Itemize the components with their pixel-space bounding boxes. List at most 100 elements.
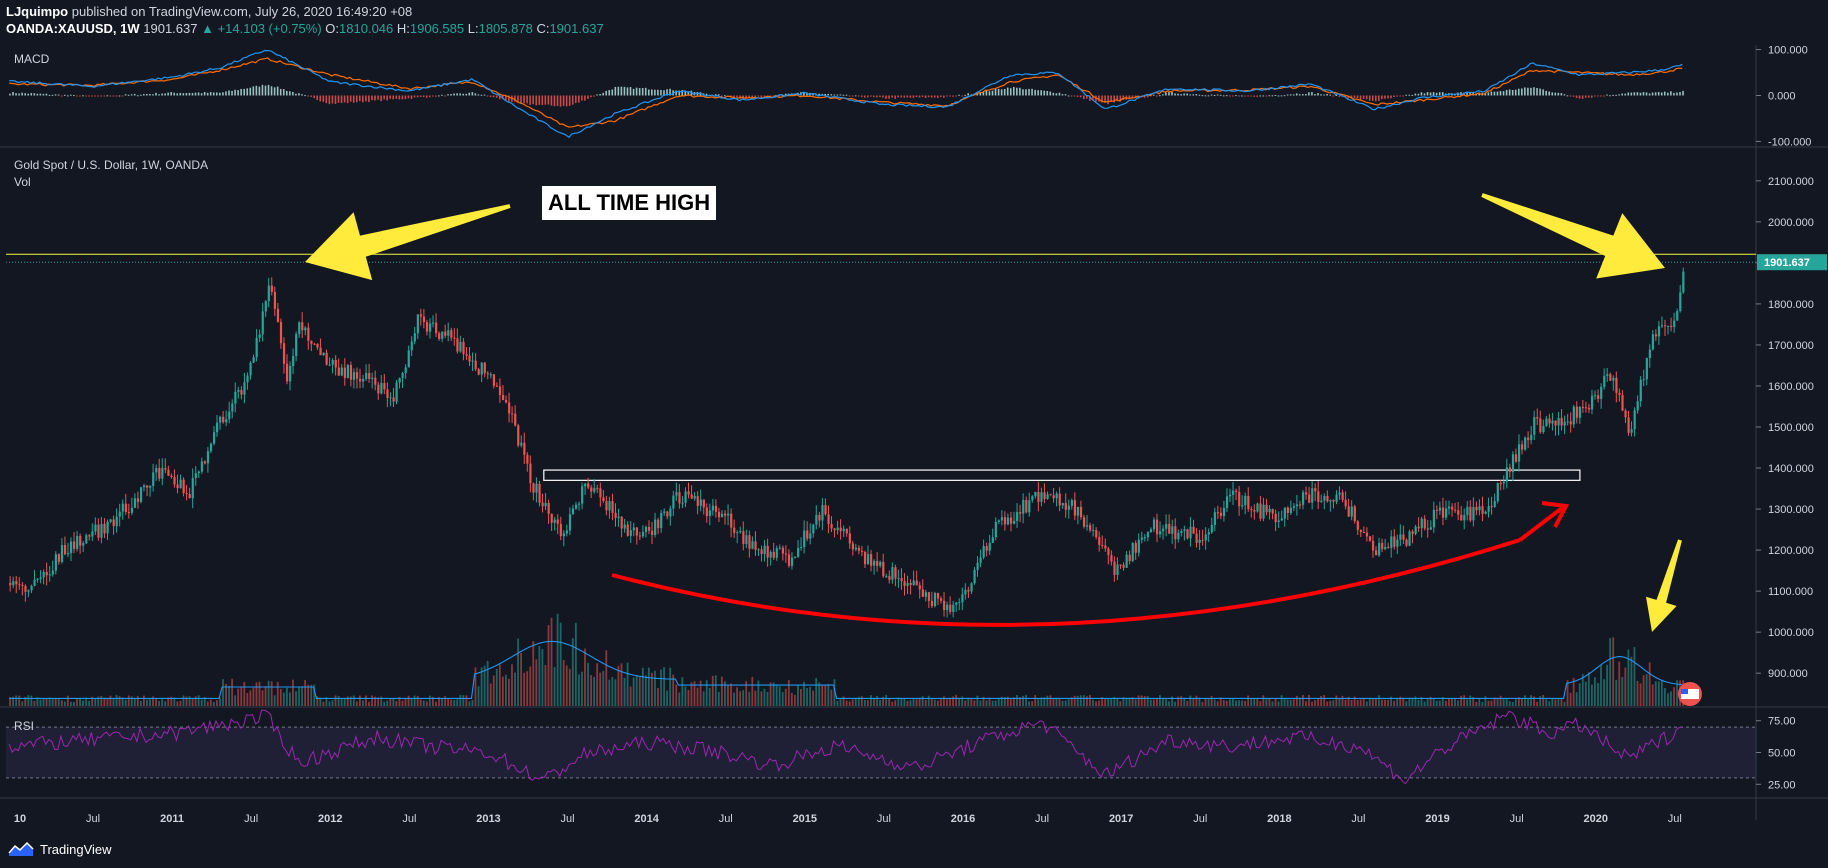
x-axis-tick-label: Jul [877, 813, 891, 825]
candle-body [486, 373, 489, 375]
volume-bar [1514, 698, 1517, 706]
candle-body [803, 530, 806, 548]
macd-histogram-bar [1040, 90, 1042, 96]
volume-bar [1168, 701, 1170, 706]
macd-histogram-bar [1247, 95, 1249, 97]
macd-histogram-bar [1411, 94, 1414, 96]
macd-histogram-bar [88, 95, 90, 97]
candle-body [200, 461, 204, 472]
candle-body [678, 492, 681, 504]
candle-body [1104, 545, 1107, 549]
volume-bar [27, 695, 30, 706]
volume-bar [401, 700, 404, 706]
candle-body [870, 554, 873, 566]
candle-body [1198, 539, 1201, 543]
macd-histogram-bar [574, 95, 577, 104]
volume-bar [1308, 694, 1310, 706]
macd-histogram-bar [599, 93, 601, 96]
candle-body [258, 334, 261, 338]
candle-body [1679, 292, 1682, 312]
macd-histogram-bar [1375, 95, 1377, 102]
candle-body [1204, 534, 1207, 541]
candle-body [614, 512, 617, 518]
volume-bar [1542, 694, 1545, 706]
macd-histogram-bar [1286, 94, 1289, 96]
macd-histogram-bar [605, 90, 607, 96]
volume-bar [641, 667, 644, 706]
volume-bar [264, 686, 267, 706]
candle-body [1283, 507, 1286, 519]
candle-body [1432, 509, 1435, 528]
author-name[interactable]: LJquimpo [6, 4, 69, 19]
candle-body [1009, 517, 1013, 524]
candle-body [1350, 506, 1353, 517]
volume-bar [1435, 700, 1438, 706]
macd-histogram-bar [191, 93, 194, 96]
volume-bar [331, 700, 334, 706]
macd-histogram-bar [1399, 95, 1401, 97]
macd-histogram-bar [894, 95, 896, 99]
symbol-label[interactable]: OANDA:XAUUSD, 1W [6, 21, 140, 36]
volume-bar [1362, 697, 1365, 706]
candle-body [334, 360, 337, 368]
macd-histogram-bar [343, 95, 346, 103]
candle-body [270, 285, 273, 292]
macd-y-tick-label: 0.000 [1768, 91, 1796, 103]
volume-bar [1043, 697, 1046, 706]
macd-histogram-bar [1086, 95, 1088, 99]
volume-bar [222, 679, 224, 706]
candle-body [100, 523, 103, 538]
volume-bar [1253, 697, 1256, 706]
volume-bar [1566, 680, 1569, 706]
candle-body [1584, 407, 1588, 409]
volume-bar [115, 694, 118, 706]
volume-bar [158, 700, 161, 706]
macd-histogram-bar [760, 95, 763, 98]
macd-histogram-bar [1557, 92, 1560, 96]
volume-bar [1420, 696, 1423, 706]
volume-bar [921, 696, 924, 706]
macd-histogram-bar [416, 95, 419, 98]
volume-bar [1305, 701, 1307, 706]
volume-bar [1414, 696, 1417, 706]
macd-histogram-bar [772, 95, 775, 97]
footer-brand[interactable]: TradingView [8, 841, 112, 857]
volume-bar [730, 683, 732, 706]
volume-bar [702, 691, 705, 706]
macd-histogram-bar [255, 85, 258, 96]
candle-body [766, 545, 769, 558]
volume-bar [1016, 694, 1018, 706]
candle-body [541, 502, 544, 507]
volume-bar [435, 701, 437, 706]
volume-bar [1013, 697, 1015, 706]
volume-bar [337, 696, 340, 706]
candle-body [1457, 510, 1460, 515]
x-axis-tick-label: Jul [1351, 813, 1365, 825]
macd-histogram-bar [696, 92, 699, 96]
macd-histogram-bar [906, 95, 909, 98]
volume-bar [1140, 695, 1143, 706]
candle-body [958, 602, 961, 604]
candle-body [620, 516, 623, 529]
candle-body [386, 389, 389, 398]
candle-body [657, 519, 660, 529]
volume-bar [1086, 696, 1088, 706]
candle-body [784, 553, 788, 555]
volume-bar [1505, 698, 1508, 706]
rsi-y-tick-label: 75.00 [1768, 716, 1796, 728]
candle-body [1536, 417, 1539, 419]
candle-body [1645, 358, 1648, 380]
candle-body [57, 554, 61, 562]
volume-bar [1648, 662, 1651, 706]
volume-bar [1037, 698, 1040, 706]
candle-body [632, 527, 635, 531]
macd-histogram-bar [1256, 95, 1258, 97]
candle-body [1183, 529, 1186, 531]
macd-histogram-bar [349, 95, 352, 102]
volume-bar [581, 671, 583, 706]
volume-bar [1250, 698, 1253, 706]
volume-bar [1119, 701, 1122, 706]
open-label: O: [325, 21, 340, 36]
candle-body [508, 402, 511, 414]
